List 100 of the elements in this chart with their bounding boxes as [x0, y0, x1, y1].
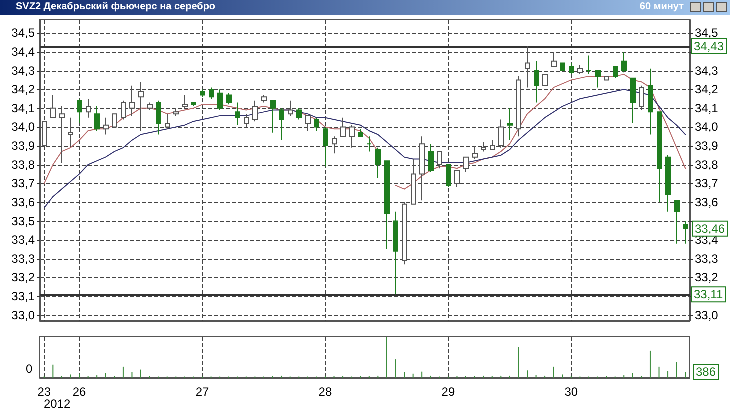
y2-tick-label: 33,7 — [695, 176, 719, 191]
candlestick — [226, 92, 232, 106]
candlestick — [604, 76, 609, 81]
candlestick — [560, 62, 565, 72]
candlestick — [498, 119, 504, 148]
x-tick-label: 26 — [72, 385, 87, 399]
candlestick — [121, 100, 126, 120]
candlestick — [586, 55, 592, 76]
candlestick — [296, 108, 302, 120]
y-tick-label: 33,8 — [12, 158, 36, 172]
candlestick — [534, 60, 539, 104]
y2-tick-label: 33,3 — [695, 252, 719, 266]
candlestick — [235, 102, 240, 126]
candlestick — [630, 78, 636, 124]
y2-tick-label: 33,2 — [695, 270, 719, 285]
y-tick-label: 33,2 — [12, 270, 36, 285]
y-tick-label: 33,9 — [12, 139, 36, 154]
y-tick-label: 34,4 — [12, 44, 36, 59]
candlestick — [340, 117, 346, 138]
candlestick — [68, 117, 73, 147]
candlestick — [173, 108, 179, 116]
x-tick-label: 23 — [38, 385, 52, 399]
candlestick — [323, 126, 328, 168]
candlestick — [50, 94, 56, 118]
text: 0 — [26, 362, 33, 376]
candlestick — [551, 51, 557, 68]
candlestick — [314, 117, 319, 132]
candlestick — [358, 128, 363, 138]
candlestick — [209, 87, 214, 100]
candlestick — [384, 160, 390, 250]
candlestick — [200, 89, 205, 98]
text: 2012 — [44, 397, 72, 411]
candlestick — [112, 114, 117, 128]
candlestick — [165, 114, 170, 130]
candlestick — [542, 74, 548, 86]
candlestick — [279, 108, 284, 141]
x-tick-label: 29 — [442, 385, 456, 399]
text: 386 — [696, 365, 716, 379]
x-tick-label: 28 — [318, 385, 332, 399]
y-tick-label: 33,5 — [12, 214, 36, 228]
chart-subtitle: 60 минут — [640, 2, 684, 12]
candlestick — [182, 94, 188, 109]
candlestick — [367, 136, 372, 152]
candlestick — [525, 46, 530, 88]
candlestick — [665, 154, 671, 212]
candlestick — [94, 106, 100, 132]
candlestick — [138, 82, 144, 132]
candlestick — [657, 112, 662, 203]
candlestick — [270, 100, 276, 134]
candlestick — [490, 140, 495, 150]
y2-tick-label: 34,0 — [695, 120, 719, 134]
candlestick — [332, 136, 337, 154]
candlestick — [613, 66, 618, 79]
y-tick-label: 34,5 — [12, 26, 36, 40]
candlestick — [446, 164, 451, 188]
candlestick — [103, 117, 109, 136]
candlestick — [393, 211, 398, 296]
candlestick — [683, 220, 688, 244]
candlestick — [648, 68, 653, 136]
y-tick-label: 33,4 — [12, 233, 36, 248]
y2-tick-label: 33,8 — [695, 158, 719, 172]
y2-tick-label: 33,6 — [695, 195, 719, 210]
candlestick — [244, 114, 249, 128]
candlestick — [191, 102, 196, 108]
candlestick — [375, 147, 381, 179]
y2-tick-label: 34,2 — [695, 82, 719, 97]
candlestick — [156, 100, 161, 136]
candlestick — [349, 124, 355, 148]
line-series — [44, 89, 686, 209]
candlestick — [59, 106, 65, 164]
y2-tick-label: 33,9 — [695, 139, 719, 154]
candlestick — [674, 200, 680, 244]
x-tick-label: 30 — [564, 385, 578, 399]
candlestick — [305, 115, 311, 132]
annotation: 33,46 — [695, 222, 726, 236]
y2-tick-label: 34,5 — [695, 26, 719, 40]
candlestick — [252, 100, 258, 122]
y-tick-label: 33,6 — [12, 195, 36, 210]
candlestick — [288, 100, 293, 116]
candlestick — [147, 102, 153, 111]
candlestick — [472, 146, 478, 160]
candlestick — [577, 64, 583, 76]
candlestick — [217, 89, 223, 111]
candlestick — [129, 85, 135, 116]
candlestick — [419, 136, 425, 202]
candlestick — [569, 62, 574, 76]
candlestick — [437, 151, 442, 170]
candlestick — [516, 76, 521, 138]
y2-tick-label: 33,0 — [695, 308, 719, 322]
chart-title: SVZ2 Декабрьский фьючерс на серебро — [16, 2, 216, 12]
y-tick-label: 33,0 — [12, 308, 36, 322]
y-tick-label: 33,7 — [12, 176, 36, 191]
candlestick — [261, 94, 267, 104]
candlestick — [454, 170, 460, 188]
candlestick — [595, 70, 601, 88]
y2-tick-label: 34,3 — [695, 64, 719, 78]
y-tick-label: 34,1 — [12, 101, 36, 116]
ref-line-label: 33,11 — [694, 288, 724, 302]
candlestick — [507, 108, 513, 141]
candlestick — [86, 98, 91, 118]
